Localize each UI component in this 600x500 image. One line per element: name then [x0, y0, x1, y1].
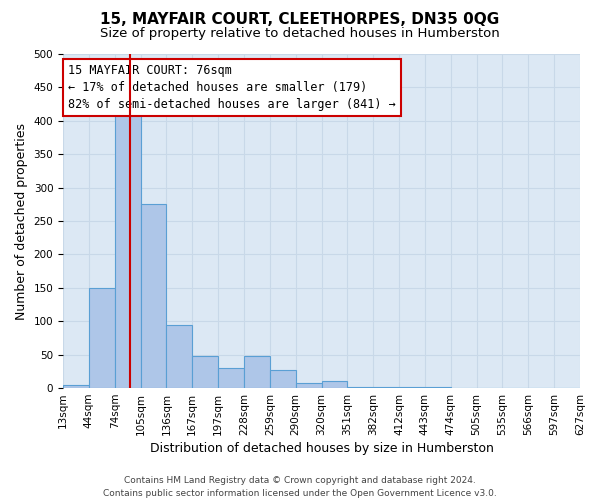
Text: Contains HM Land Registry data © Crown copyright and database right 2024.
Contai: Contains HM Land Registry data © Crown c… [103, 476, 497, 498]
Text: Size of property relative to detached houses in Humberston: Size of property relative to detached ho… [100, 28, 500, 40]
X-axis label: Distribution of detached houses by size in Humberston: Distribution of detached houses by size … [149, 442, 493, 455]
Y-axis label: Number of detached properties: Number of detached properties [15, 122, 28, 320]
Bar [89, 288, 115, 388]
Bar [63, 384, 89, 388]
Bar [270, 370, 296, 388]
Text: 15, MAYFAIR COURT, CLEETHORPES, DN35 0QG: 15, MAYFAIR COURT, CLEETHORPES, DN35 0QG [100, 12, 500, 28]
Bar [296, 384, 322, 388]
Bar [192, 356, 218, 388]
Bar [140, 204, 166, 388]
Bar [166, 324, 192, 388]
Bar [322, 382, 347, 388]
Bar [347, 386, 373, 388]
Bar [115, 108, 140, 388]
Bar [244, 356, 270, 388]
Text: 15 MAYFAIR COURT: 76sqm
← 17% of detached houses are smaller (179)
82% of semi-d: 15 MAYFAIR COURT: 76sqm ← 17% of detache… [68, 64, 396, 111]
Bar [218, 368, 244, 388]
